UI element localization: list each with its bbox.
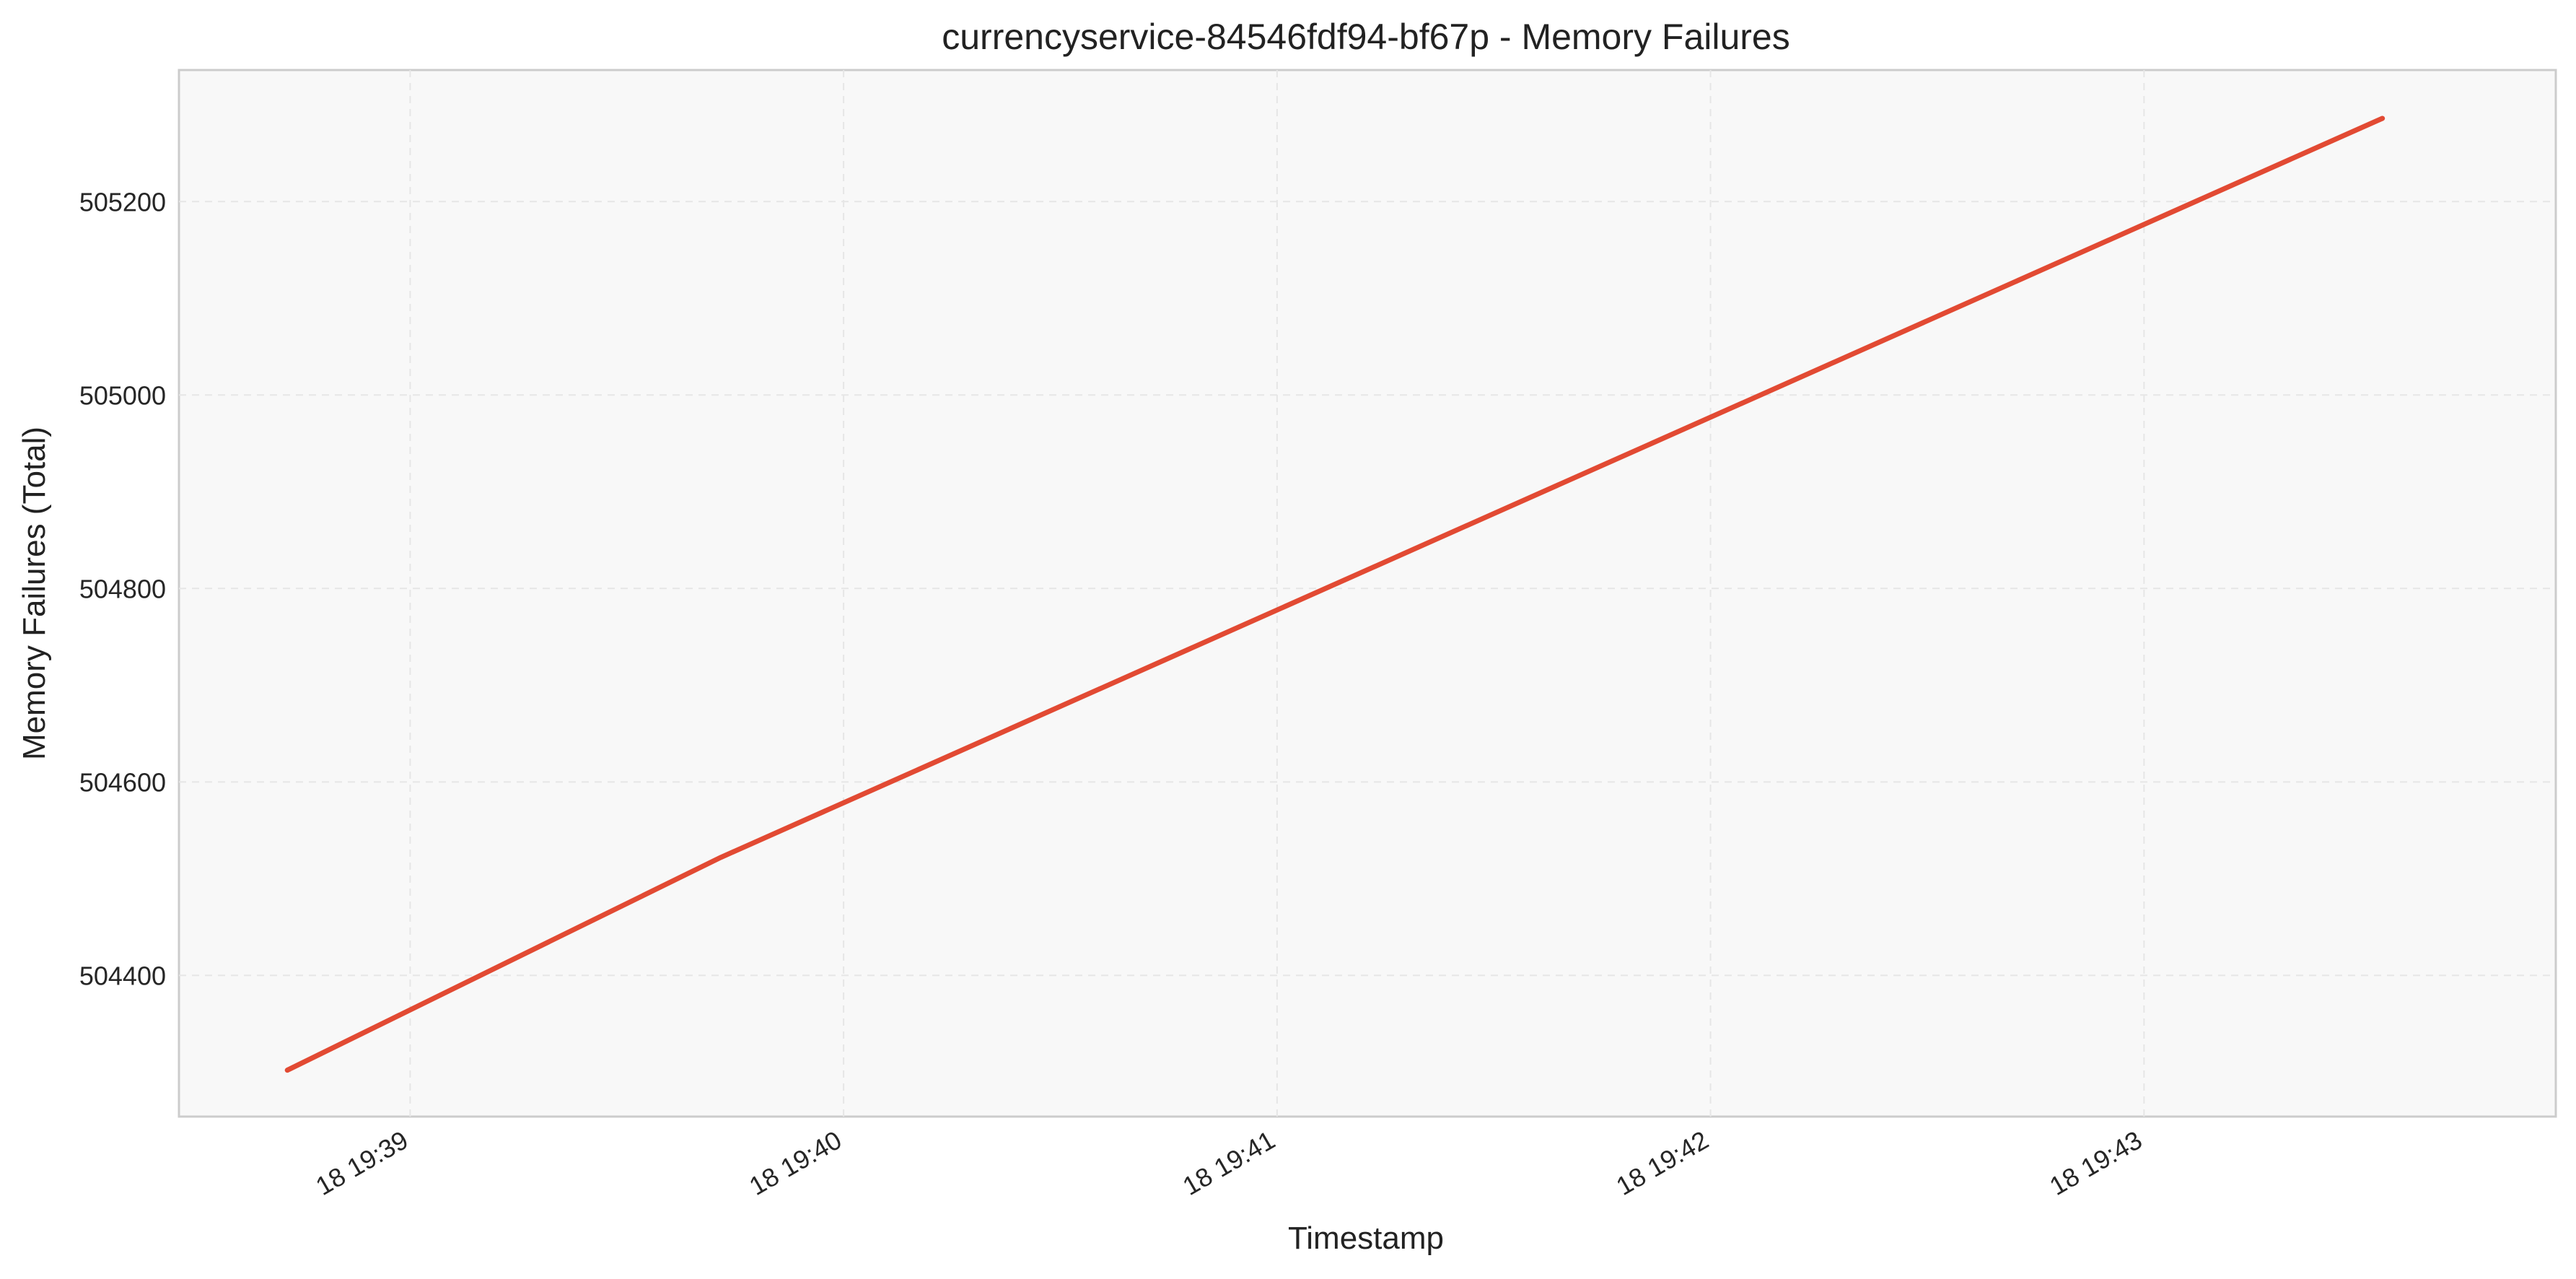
y-axis-label: Memory Failures (Total)	[17, 427, 52, 760]
plot-area	[178, 69, 2557, 1118]
x-axis-label: Timestamp	[1288, 1221, 1444, 1256]
series-layer	[284, 115, 2386, 1073]
chart-title: currencyservice-84546fdf94-bf67p - Memor…	[942, 17, 1790, 57]
y-tick-labels: 504400 504600 504800 505000 505200	[79, 187, 166, 990]
y-tick-label: 505200	[79, 187, 166, 217]
grid-lines	[179, 70, 2556, 1117]
y-tick-label: 504600	[79, 767, 166, 797]
y-tick-label: 504800	[79, 574, 166, 603]
y-tick-label: 505000	[79, 380, 166, 410]
y-tick-label: 504400	[79, 961, 166, 990]
series-line	[284, 115, 2386, 1073]
